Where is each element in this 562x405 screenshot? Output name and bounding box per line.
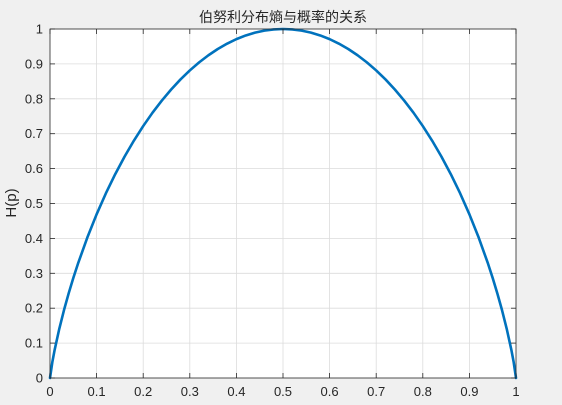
y-tick-label: 0.8	[25, 91, 43, 106]
axis-ticks	[49, 28, 517, 379]
x-tick-labels: 0 0.1 0.2 0.3 0.4 0.5 0.6 0.7 0.8 0.9 1	[46, 384, 519, 399]
y-tick-label: 0.9	[25, 56, 43, 71]
x-tick-label: 0.4	[227, 384, 245, 399]
y-tick-label: 0.6	[25, 161, 43, 176]
x-tick-label: 0.9	[460, 384, 478, 399]
x-tick-label: 1	[512, 384, 519, 399]
x-tick-label: 0.5	[274, 384, 292, 399]
chart-title: 伯努利分布熵与概率的关系	[199, 9, 367, 26]
y-tick-label: 0.5	[25, 196, 43, 211]
y-tick-label: 1	[36, 22, 43, 37]
x-tick-label: 0.1	[88, 384, 106, 399]
x-tick-label: 0.2	[134, 384, 152, 399]
y-tick-label: 0.4	[25, 231, 43, 246]
y-tick-labels: 0 0.1 0.2 0.3 0.4 0.5 0.6 0.7 0.8 0.9 1	[25, 22, 43, 386]
x-tick-label: 0.8	[414, 384, 432, 399]
y-axis-label: H(p)	[3, 188, 20, 217]
x-tick-label: 0	[46, 384, 53, 399]
y-tick-label: 0.2	[25, 301, 43, 316]
y-tick-label: 0.1	[25, 336, 43, 351]
y-tick-label: 0.3	[25, 266, 43, 281]
grid-lines	[50, 29, 516, 378]
x-tick-label: 0.6	[321, 384, 339, 399]
y-tick-label: 0.7	[25, 126, 43, 141]
y-tick-label: 0	[36, 371, 43, 386]
x-tick-label: 0.7	[367, 384, 385, 399]
x-tick-label: 0.3	[181, 384, 199, 399]
